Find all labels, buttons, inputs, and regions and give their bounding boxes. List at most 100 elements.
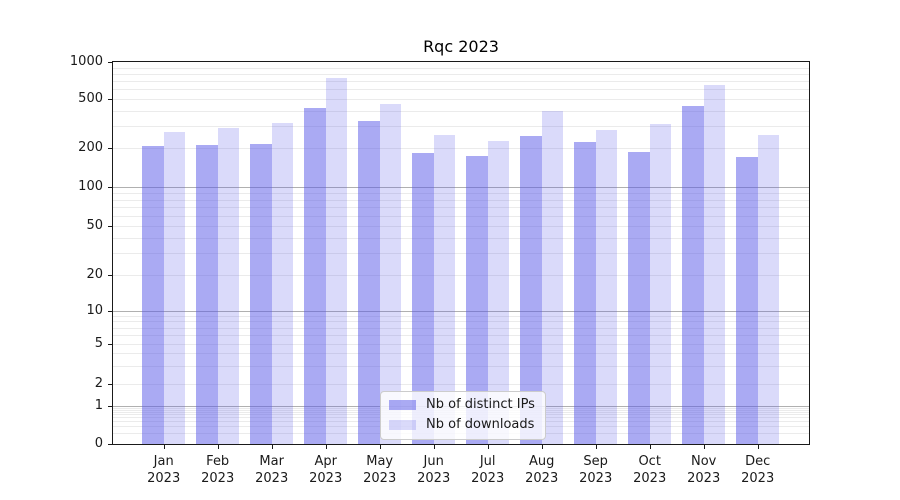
gridline-major [113, 310, 809, 312]
x-tick-mark-jul [487, 445, 489, 449]
legend-row-distinct-ips: Nb of distinct IPs [389, 397, 535, 413]
x-tick-text: 2023 [687, 471, 721, 486]
x-tick-text: 2023 [579, 471, 613, 486]
bar-distinct-ips-jan [142, 146, 164, 444]
bar-distinct-ips-mar [250, 143, 272, 444]
gridline-major [113, 187, 809, 189]
x-tick-label-apr: Apr 2023 [294, 453, 358, 487]
y-tick-mark-10 [108, 310, 113, 312]
y-tick-mark-5 [108, 343, 113, 345]
x-tick-text: 2023 [633, 471, 667, 486]
y-tick-label-10: 10 [86, 302, 103, 318]
y-tick-mark-100 [108, 187, 113, 189]
x-tick-mark-dec [757, 445, 759, 449]
x-tick-text: 2023 [255, 471, 289, 486]
y-tick-mark-200 [108, 148, 113, 149]
gridline-minor [113, 327, 809, 329]
bar-distinct-ips-oct [628, 151, 650, 444]
x-tick-label-jan: Jan 2023 [132, 453, 196, 487]
y-tick-mark-0 [108, 444, 113, 445]
x-tick-text: Feb [206, 454, 230, 469]
y-tick-label-1000: 1000 [69, 54, 103, 69]
gridline-minor [113, 253, 809, 255]
x-tick-label-jul: Jul 2023 [456, 453, 520, 487]
gridline-minor [113, 334, 809, 336]
bar-distinct-ips-dec [736, 156, 758, 444]
bar-downloads-jul [487, 140, 510, 444]
bar-distinct-ips-jul [466, 156, 488, 444]
bar-distinct-ips-jun [412, 152, 434, 444]
chart-title: Rqc 2023 [423, 37, 499, 56]
x-tick-mark-oct [649, 445, 651, 449]
x-tick-label-feb: Feb 2023 [186, 453, 250, 487]
x-tick-mark-apr [325, 445, 327, 449]
legend-swatch-downloads [389, 420, 416, 430]
legend-swatch-distinct-ips [389, 400, 416, 410]
x-tick-text: May [366, 454, 394, 469]
y-tick-label-100: 100 [78, 179, 103, 195]
legend-label-distinct-ips: Nb of distinct IPs [426, 397, 535, 412]
x-tick-mark-jun [433, 445, 435, 449]
x-tick-mark-mar [271, 445, 273, 449]
x-tick-text: Jan [153, 454, 174, 469]
y-tick-mark-1 [108, 405, 113, 407]
bars-layer [113, 62, 809, 444]
x-tick-label-aug: Aug 2023 [510, 453, 574, 487]
x-tick-label-oct: Oct 2023 [618, 453, 682, 487]
x-tick-text: Dec [745, 454, 771, 469]
gridline-minor [113, 110, 809, 112]
bar-distinct-ips-may [358, 120, 380, 444]
bar-downloads-dec [757, 135, 780, 444]
y-tick-label-5: 5 [94, 335, 103, 351]
bar-downloads-feb [217, 128, 240, 444]
bar-downloads-jan [163, 132, 186, 444]
bar-distinct-ips-nov [682, 106, 704, 444]
gridline-minor [113, 199, 809, 201]
x-tick-label-jun: Jun 2023 [402, 453, 466, 487]
y-tick-mark-500 [108, 98, 113, 100]
gridline-minor [113, 353, 809, 355]
gridline-minor [113, 321, 809, 323]
x-tick-mark-nov [703, 445, 705, 449]
y-tick-label-200: 200 [78, 140, 103, 155]
x-tick-text: 2023 [525, 471, 559, 486]
x-tick-text: Aug [528, 454, 555, 469]
legend-label-downloads: Nb of downloads [426, 417, 535, 432]
gridline-minor [113, 67, 809, 69]
x-tick-label-sep: Sep 2023 [564, 453, 628, 487]
bar-downloads-apr [325, 77, 348, 444]
gridline-minor [113, 98, 809, 100]
y-tick-label-0: 0 [94, 436, 103, 451]
gridline-minor [113, 89, 809, 91]
x-tick-text: Nov [691, 454, 717, 469]
y-tick-mark-1000 [108, 62, 113, 63]
x-tick-label-nov: Nov 2023 [672, 453, 736, 487]
x-tick-text: Mar [259, 454, 284, 469]
y-tick-mark-20 [108, 274, 113, 276]
x-tick-label-may: May 2023 [348, 453, 412, 487]
gridline-minor [113, 274, 809, 276]
legend: Nb of distinct IPs Nb of downloads [380, 391, 546, 440]
y-tick-label-20: 20 [86, 266, 103, 282]
bar-distinct-ips-sep [574, 142, 596, 444]
x-tick-text: 2023 [741, 471, 775, 486]
bar-downloads-mar [271, 122, 294, 444]
bar-distinct-ips-apr [304, 108, 326, 444]
gridline-minor [113, 80, 809, 82]
gridline-minor [113, 193, 809, 195]
gridline-minor [113, 225, 809, 227]
y-tick-label-50: 50 [86, 217, 103, 233]
x-tick-label-mar: Mar 2023 [240, 453, 304, 487]
bar-distinct-ips-aug [520, 136, 542, 444]
gridline-minor [113, 73, 809, 75]
bar-downloads-aug [541, 111, 564, 444]
gridline-minor [113, 215, 809, 217]
x-tick-text: 2023 [201, 471, 235, 486]
y-tick-label-2: 2 [94, 376, 103, 391]
x-tick-text: 2023 [471, 471, 505, 486]
x-tick-mark-jan [163, 445, 165, 449]
x-tick-text: Jun [423, 454, 444, 469]
x-tick-label-dec: Dec 2023 [726, 453, 790, 487]
x-tick-text: 2023 [417, 471, 451, 486]
